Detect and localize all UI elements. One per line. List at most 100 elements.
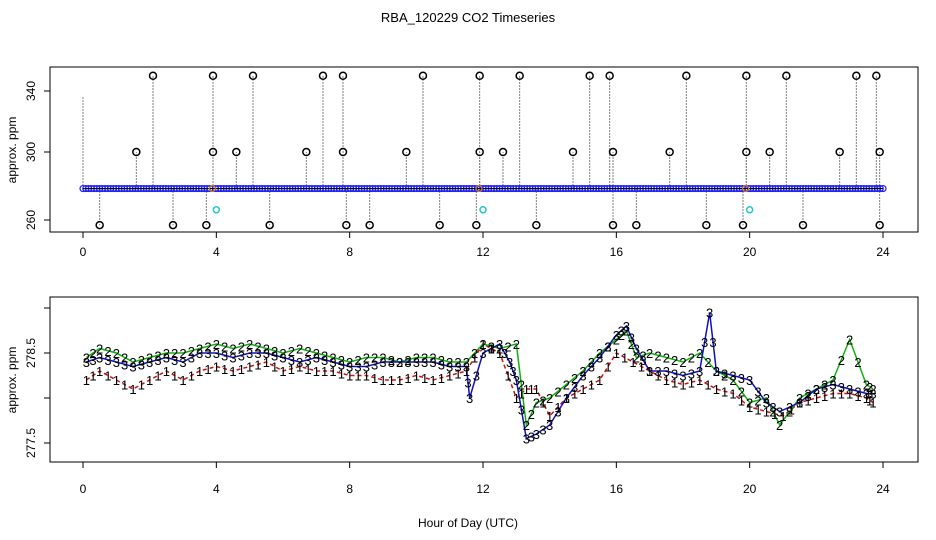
series-3-marker: 3 — [213, 346, 220, 361]
series-2-marker: 2 — [804, 387, 811, 402]
series-2-marker: 2 — [371, 351, 378, 366]
series-3-marker: 3 — [623, 319, 630, 334]
series-3-marker: 3 — [701, 335, 708, 350]
series-2-marker: 2 — [254, 339, 261, 354]
series-3-marker: 3 — [754, 384, 761, 399]
series-2-marker: 2 — [346, 355, 353, 370]
series-2-marker: 2 — [721, 369, 728, 384]
series-3-marker: 3 — [729, 369, 736, 384]
series-2-marker: 2 — [138, 353, 145, 368]
series-3-marker: 3 — [639, 353, 646, 368]
series-3-marker: 3 — [563, 391, 570, 406]
series-2-marker: 2 — [729, 373, 736, 388]
series-2-marker: 2 — [696, 346, 703, 361]
series-1-marker: 1 — [869, 396, 876, 411]
series-3-marker: 3 — [404, 355, 411, 370]
top-x-tick-label: 24 — [876, 245, 890, 259]
series-1-marker: 1 — [779, 409, 786, 424]
series-1-marker: 1 — [629, 355, 636, 370]
top-outlier-point — [475, 71, 484, 80]
series-1-marker: 1 — [729, 387, 736, 402]
series-2-marker: 2 — [388, 353, 395, 368]
series-3-marker: 3 — [721, 366, 728, 381]
series-1-marker: 1 — [663, 373, 670, 388]
series-1-marker: 1 — [746, 400, 753, 415]
series-1-marker: 1 — [796, 396, 803, 411]
series-2-marker: 2 — [396, 355, 403, 370]
series-1-marker: 1 — [613, 346, 620, 361]
series-3-marker: 3 — [796, 396, 803, 411]
series-3-marker: 3 — [628, 330, 635, 345]
series-2-marker: 2 — [838, 353, 845, 368]
series-3-marker: 3 — [454, 360, 461, 375]
series-1-marker: 1 — [518, 387, 525, 402]
series-1-marker: 1 — [204, 362, 211, 377]
series-1-marker: 1 — [154, 369, 161, 384]
series-3-marker: 3 — [633, 342, 640, 357]
series-2-marker: 2 — [746, 396, 753, 411]
series-2-marker: 2 — [454, 355, 461, 370]
top-outlier-point — [365, 220, 374, 230]
series-2-marker: 2 — [554, 384, 561, 399]
series-3-marker: 3 — [163, 351, 170, 366]
bottom-x-tick-label: 16 — [610, 482, 624, 496]
series-3-marker: 3 — [204, 346, 211, 361]
series-3-marker: 3 — [196, 346, 203, 361]
top-x-tick-label: 16 — [610, 245, 624, 259]
series-2-marker: 2 — [518, 378, 525, 393]
top-x-tick-label: 8 — [346, 245, 353, 259]
series-2-marker: 2 — [786, 405, 793, 420]
series-1-marker: 1 — [788, 402, 795, 417]
top-outlier-point — [515, 71, 524, 80]
series-2-marker: 2 — [104, 344, 111, 359]
series-2-marker: 2 — [329, 351, 336, 366]
series-2-marker: 2 — [776, 418, 783, 433]
series-2-marker: 2 — [618, 328, 625, 343]
top-outlier-point — [435, 220, 444, 230]
series-1-marker: 1 — [113, 373, 120, 388]
top-outlier-point — [498, 147, 508, 157]
top-outlier-point — [568, 147, 578, 157]
series-2-marker: 2 — [688, 351, 695, 366]
top-y-tick-label: 260 — [24, 210, 38, 230]
series-1-marker: 1 — [588, 378, 595, 393]
series-2-marker: 2 — [813, 382, 820, 397]
top-outlier-point — [265, 220, 274, 230]
series-2-marker: 2 — [338, 353, 345, 368]
series-3-marker: 3 — [271, 348, 278, 363]
series-3-marker: 3 — [654, 364, 661, 379]
series-1-marker: 1 — [413, 369, 420, 384]
top-outlier-point — [418, 71, 428, 80]
series-2-marker: 2 — [633, 351, 640, 366]
series-2-marker: 2 — [671, 353, 678, 368]
series-1-marker: 1 — [388, 373, 395, 388]
series-3-marker: 3 — [709, 335, 716, 350]
series-2-marker: 2 — [304, 344, 311, 359]
top-outlier-point — [872, 71, 881, 80]
series-2-marker: 2 — [196, 342, 203, 357]
series-1-marker: 1 — [313, 364, 320, 379]
series-2-marker: 2 — [588, 355, 595, 370]
series-3-marker: 3 — [863, 387, 870, 402]
top-outlier-point — [782, 71, 791, 80]
series-2-marker: 2 — [463, 355, 470, 370]
series-3-marker: 3 — [329, 355, 336, 370]
top-x-tick-label: 4 — [213, 245, 220, 259]
series-3-marker: 3 — [579, 369, 586, 384]
series-1-marker: 1 — [479, 337, 486, 352]
top-y-tick-label: 340 — [24, 81, 38, 101]
series-2-marker: 2 — [663, 351, 670, 366]
series-3-marker: 3 — [813, 382, 820, 397]
series-3-marker: 3 — [706, 306, 713, 321]
top-outlier-point — [632, 220, 641, 230]
bottom-y-axis: 277.5 278.5 — [24, 307, 50, 458]
top-outlier-point — [132, 147, 141, 157]
series-3-marker: 3 — [786, 400, 793, 415]
series-1-marker: 1 — [379, 373, 386, 388]
top-outlier-point — [302, 147, 311, 157]
series-2-marker: 2 — [488, 339, 495, 354]
series-3-marker: 3 — [496, 337, 503, 352]
top-outlier-point — [95, 220, 104, 230]
series-1-marker: 1 — [713, 382, 720, 397]
